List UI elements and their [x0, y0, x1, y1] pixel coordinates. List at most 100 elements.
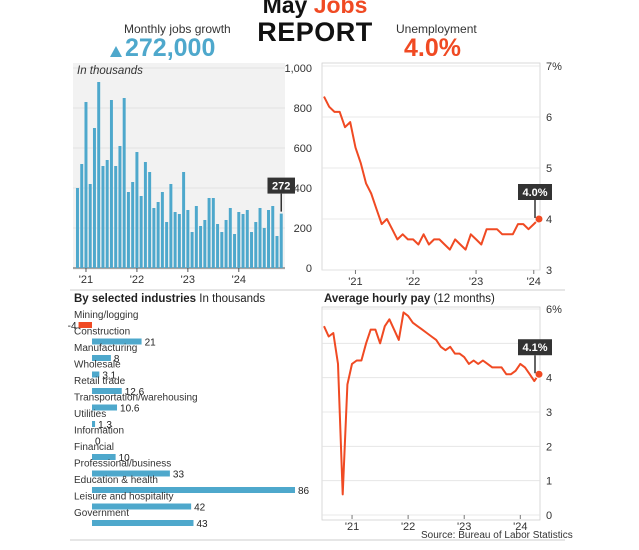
pay-y-tick: 1 — [546, 476, 552, 488]
industry-label: Education & health — [74, 475, 158, 486]
industry-value: 21 — [145, 338, 157, 349]
pay-x-axis: '21 '22 '23 '24 — [345, 515, 527, 533]
jobs-bar — [224, 220, 228, 268]
industry-bar — [92, 404, 118, 411]
unemp-y-tick: 4 — [546, 214, 552, 226]
industry-value: 43 — [197, 519, 209, 530]
industry-label: Leisure and hospitality — [74, 492, 174, 503]
jobs-growth-value: 272,000 — [125, 34, 216, 62]
jobs-bar — [88, 184, 92, 268]
pay-x-tick: '23 — [457, 521, 471, 533]
unemp-grid — [322, 65, 540, 271]
industry-value: 10 — [119, 453, 131, 464]
jobs-bar — [135, 152, 139, 268]
jobs-callout-box — [267, 177, 295, 194]
jobs-y-tick: 1,000 — [284, 63, 312, 75]
jobs-bar — [182, 172, 186, 268]
jobs-bar — [84, 102, 88, 268]
industry-label: Government — [74, 508, 129, 519]
jobs-bar — [279, 213, 283, 268]
unemp-y-tick: 3 — [546, 265, 552, 277]
industry-value: 1.3 — [98, 420, 112, 431]
industries-title-wrap: By selected industries In thousands — [74, 293, 265, 305]
unemp-callout: 4.0% — [518, 184, 552, 218]
jobs-bar — [271, 206, 275, 268]
jobs-bar — [207, 198, 211, 268]
jobs-bar — [199, 226, 203, 268]
jobs-x-tick: '23 — [181, 274, 195, 286]
jobs-bar — [143, 162, 147, 268]
jobs-bar — [194, 206, 198, 268]
jobs-bar — [190, 232, 194, 268]
pay-series-line — [323, 311, 540, 496]
jobs-bar — [126, 192, 130, 268]
jobs-bar — [97, 82, 101, 268]
industry-value: 3.1 — [102, 371, 116, 382]
industry-value: -4 — [68, 321, 77, 332]
jobs-bar — [177, 214, 181, 268]
industry-label: Retail trade — [74, 376, 126, 387]
unemp-last-point — [534, 214, 544, 224]
industry-bar — [92, 355, 111, 361]
industry-value: 12.6 — [125, 387, 145, 398]
industry-bar — [78, 322, 92, 328]
jobs-bar — [76, 188, 79, 268]
unemployment-label: Unemployment — [396, 22, 477, 36]
industry-bar — [92, 421, 96, 427]
jobs-bar — [139, 196, 143, 268]
industry-label: Manufacturing — [74, 343, 137, 354]
jobs-growth-label: Monthly jobs growth — [124, 22, 231, 36]
jobs-subtitle: In thousands — [77, 65, 143, 77]
industry-bar — [92, 487, 295, 493]
unemp-x-tick: '23 — [469, 276, 483, 288]
unemp-x-tick: '24 — [527, 276, 541, 288]
industry-bar — [92, 470, 170, 477]
jobs-bar — [118, 146, 122, 268]
jobs-bar — [114, 166, 118, 268]
pay-x-tick: '22 — [401, 521, 415, 533]
jobs-bars — [76, 82, 283, 268]
industry-value: 33 — [173, 470, 185, 481]
pay-y-tick: 6% — [546, 304, 562, 316]
jobs-bar — [92, 128, 96, 268]
unemp-callout-label: 4.0% — [522, 187, 547, 199]
industry-bar — [92, 338, 142, 345]
unemp-y-tick: 5 — [546, 163, 552, 175]
jobs-bar — [203, 220, 207, 268]
jobs-callout: 272 — [267, 177, 295, 212]
industries-subtitle: In thousands — [199, 293, 266, 305]
pay-y-tick: 4 — [546, 373, 552, 385]
jobs-bar — [216, 224, 220, 268]
jobs-bar — [254, 222, 258, 268]
unemp-panel-bg — [321, 62, 541, 271]
jobs-bar — [186, 210, 190, 268]
pay-title-wrap: Average hourly pay (12 months) — [324, 293, 495, 305]
industries-title: By selected industries — [74, 293, 197, 305]
jobs-x-axis: '21 '22 '23 '24 — [79, 268, 246, 286]
jobs-y-tick: 600 — [294, 143, 312, 155]
industry-bar — [92, 388, 122, 394]
report-title: May Jobs REPORT — [230, 0, 400, 46]
pay-last-point — [534, 369, 544, 379]
industry-label: Financial — [74, 442, 114, 453]
industry-value: 0 — [95, 437, 101, 448]
jobs-bar — [169, 184, 173, 268]
industry-label: Utilities — [74, 409, 106, 420]
pay-line — [323, 311, 544, 496]
pay-x-tick: '21 — [345, 521, 359, 533]
title-word-may: May — [262, 0, 314, 18]
up-arrow-icon — [110, 46, 122, 58]
jobs-bar — [275, 236, 279, 268]
jobs-bar — [211, 198, 215, 268]
jobs-y-tick: 400 — [294, 183, 312, 195]
jobs-bar — [241, 214, 245, 268]
industry-bar — [92, 520, 194, 526]
jobs-bar — [173, 212, 177, 268]
pay-callout: 4.1% — [518, 339, 552, 374]
unemp-y-tick: 6 — [546, 112, 552, 124]
pay-grid — [322, 308, 540, 516]
industry-value: 86 — [298, 486, 310, 497]
industry-bar — [92, 454, 116, 460]
pay-callout-label: 4.1% — [522, 342, 547, 354]
